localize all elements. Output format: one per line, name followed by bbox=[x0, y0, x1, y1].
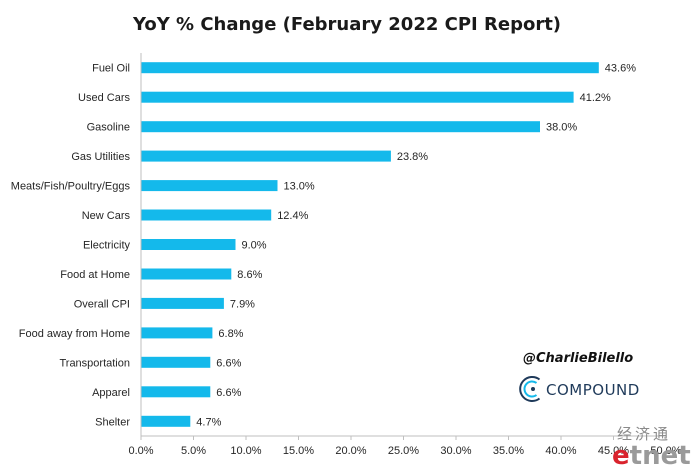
x-tick-label: 10.0% bbox=[230, 445, 261, 457]
x-tick-label: 20.0% bbox=[335, 445, 366, 457]
data-label: 6.6% bbox=[216, 387, 241, 399]
author-handle: @CharlieBilello bbox=[523, 351, 633, 366]
category-label: Overall CPI bbox=[74, 298, 130, 310]
bar bbox=[141, 121, 540, 133]
category-label: Meats/Fish/Poultry/Eggs bbox=[11, 181, 131, 193]
category-label: Fuel Oil bbox=[92, 63, 130, 75]
bar bbox=[141, 415, 191, 427]
chart-title: YoY % Change (February 2022 CPI Report) bbox=[132, 14, 561, 35]
bar bbox=[141, 268, 232, 280]
category-label: New Cars bbox=[82, 210, 131, 222]
watermark-logo: etnet bbox=[612, 441, 691, 468]
bar bbox=[141, 239, 236, 250]
x-tick-label: 35.0% bbox=[493, 445, 524, 457]
bar bbox=[141, 150, 391, 162]
compound-logo-icon bbox=[519, 376, 541, 402]
watermark-tnet: tnet bbox=[630, 441, 691, 468]
brand-name: COMPOUND bbox=[546, 381, 640, 399]
category-label: Food at Home bbox=[60, 269, 130, 281]
x-tick-label: 0.0% bbox=[128, 445, 153, 457]
x-tick-label: 40.0% bbox=[545, 445, 576, 457]
bar bbox=[141, 91, 574, 103]
bar bbox=[141, 209, 272, 221]
data-label: 13.0% bbox=[284, 181, 315, 193]
data-label: 38.0% bbox=[546, 122, 577, 134]
bar bbox=[141, 180, 278, 192]
bar bbox=[141, 327, 213, 339]
bar bbox=[141, 386, 211, 398]
bars-group: Fuel Oil 43.6% Used Cars 41.2% Gasoline 38.0%… bbox=[11, 62, 636, 428]
data-label: 4.7% bbox=[196, 416, 221, 428]
category-label: Gas Utilities bbox=[71, 151, 130, 163]
category-label: Used Cars bbox=[78, 92, 130, 104]
watermark-e: e bbox=[612, 441, 630, 468]
category-label: Food away from Home bbox=[19, 328, 130, 340]
x-tick-label: 15.0% bbox=[283, 445, 314, 457]
category-label: Electricity bbox=[83, 240, 131, 252]
data-label: 12.4% bbox=[277, 210, 308, 222]
category-label: Shelter bbox=[95, 416, 130, 428]
data-label: 8.6% bbox=[237, 269, 262, 281]
bar bbox=[141, 62, 599, 74]
bar bbox=[141, 356, 211, 368]
x-tick-label: 45.0% bbox=[598, 445, 629, 457]
x-tick-label: 50.0% bbox=[650, 445, 681, 457]
watermark-chinese: 经济通 bbox=[617, 425, 671, 443]
x-tick-label: 25.0% bbox=[388, 445, 419, 457]
data-label: 43.6% bbox=[605, 63, 636, 75]
data-label: 41.2% bbox=[580, 92, 611, 104]
category-label: Gasoline bbox=[87, 122, 130, 134]
x-tick-label: 30.0% bbox=[440, 445, 471, 457]
category-label: Apparel bbox=[92, 387, 130, 399]
data-label: 23.8% bbox=[397, 151, 428, 163]
bar bbox=[141, 297, 224, 309]
x-tick-label: 5.0% bbox=[181, 445, 206, 457]
data-label: 7.9% bbox=[230, 298, 255, 310]
data-label: 6.6% bbox=[216, 357, 241, 369]
x-ticks-group: 0.0% 5.0% 10.0% 15.0% 20.0% 25.0% 30.0% 35.0% 40… bbox=[128, 436, 682, 457]
data-label: 9.0% bbox=[242, 240, 267, 252]
data-label: 6.8% bbox=[218, 328, 243, 340]
category-label: Transportation bbox=[59, 357, 130, 369]
